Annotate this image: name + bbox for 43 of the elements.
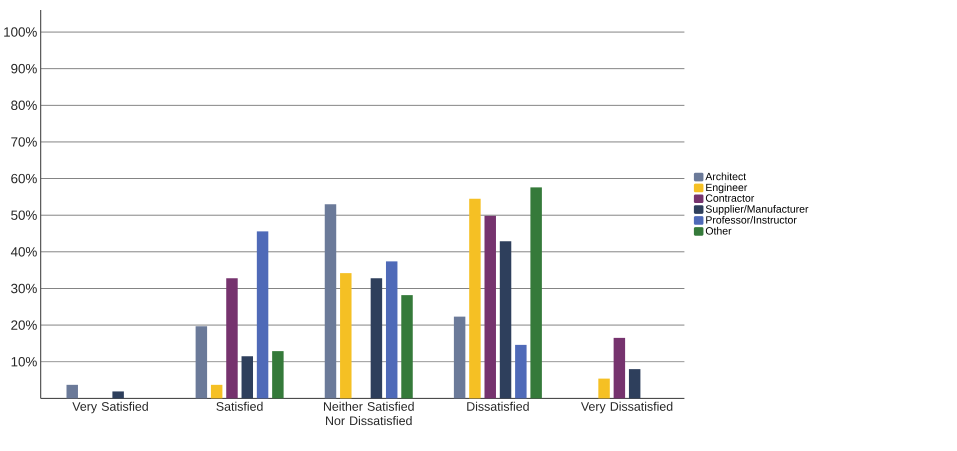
bar	[614, 338, 626, 399]
bar	[598, 378, 610, 399]
legend-label: Supplier/Manufacturer	[706, 205, 808, 216]
bar	[401, 295, 413, 399]
bar	[386, 262, 398, 399]
y-tick-label: 90%	[11, 64, 37, 74]
bar	[628, 369, 640, 399]
bar	[272, 351, 284, 399]
bar	[469, 198, 481, 399]
y-tick-label: 100%	[4, 28, 37, 37]
y-tick-label: 70%	[11, 137, 37, 147]
bar	[500, 241, 512, 399]
legend-label: Contractor	[706, 194, 754, 202]
y-tick-label: 30%	[11, 284, 37, 294]
y-tick-label: 50%	[11, 210, 37, 220]
x-tick-label: Dissatisfied	[467, 402, 529, 412]
bar	[324, 204, 336, 399]
bar	[196, 326, 208, 399]
legend-label: Other	[706, 227, 732, 235]
bar	[515, 345, 527, 399]
bar	[256, 232, 268, 399]
x-tick-label: Satisfied	[216, 402, 263, 412]
x-tick-label: Very Satisfied	[72, 402, 148, 414]
x-tick-label: Neither Satisfied Nor Dissatisfied	[324, 402, 414, 426]
legend-label: Professor/Instructor	[706, 216, 797, 224]
bar	[370, 278, 382, 399]
bar	[484, 216, 496, 399]
y-tick-label: 60%	[11, 174, 37, 184]
bar	[226, 278, 238, 399]
legend-label: Engineer	[706, 184, 748, 194]
y-tick-label: 80%	[11, 100, 37, 110]
x-tick-label: Very Dissatisfied	[580, 402, 672, 414]
bar	[210, 385, 222, 399]
y-tick-label: 10%	[12, 357, 37, 367]
bar	[530, 188, 542, 399]
y-tick-label: 40%	[10, 247, 37, 257]
legend-label: Architect	[705, 172, 746, 180]
bar	[340, 273, 352, 399]
bar	[112, 392, 124, 399]
bar	[454, 316, 466, 399]
bar	[242, 356, 254, 399]
y-tick-label: 20%	[11, 320, 37, 330]
bar	[66, 385, 78, 399]
